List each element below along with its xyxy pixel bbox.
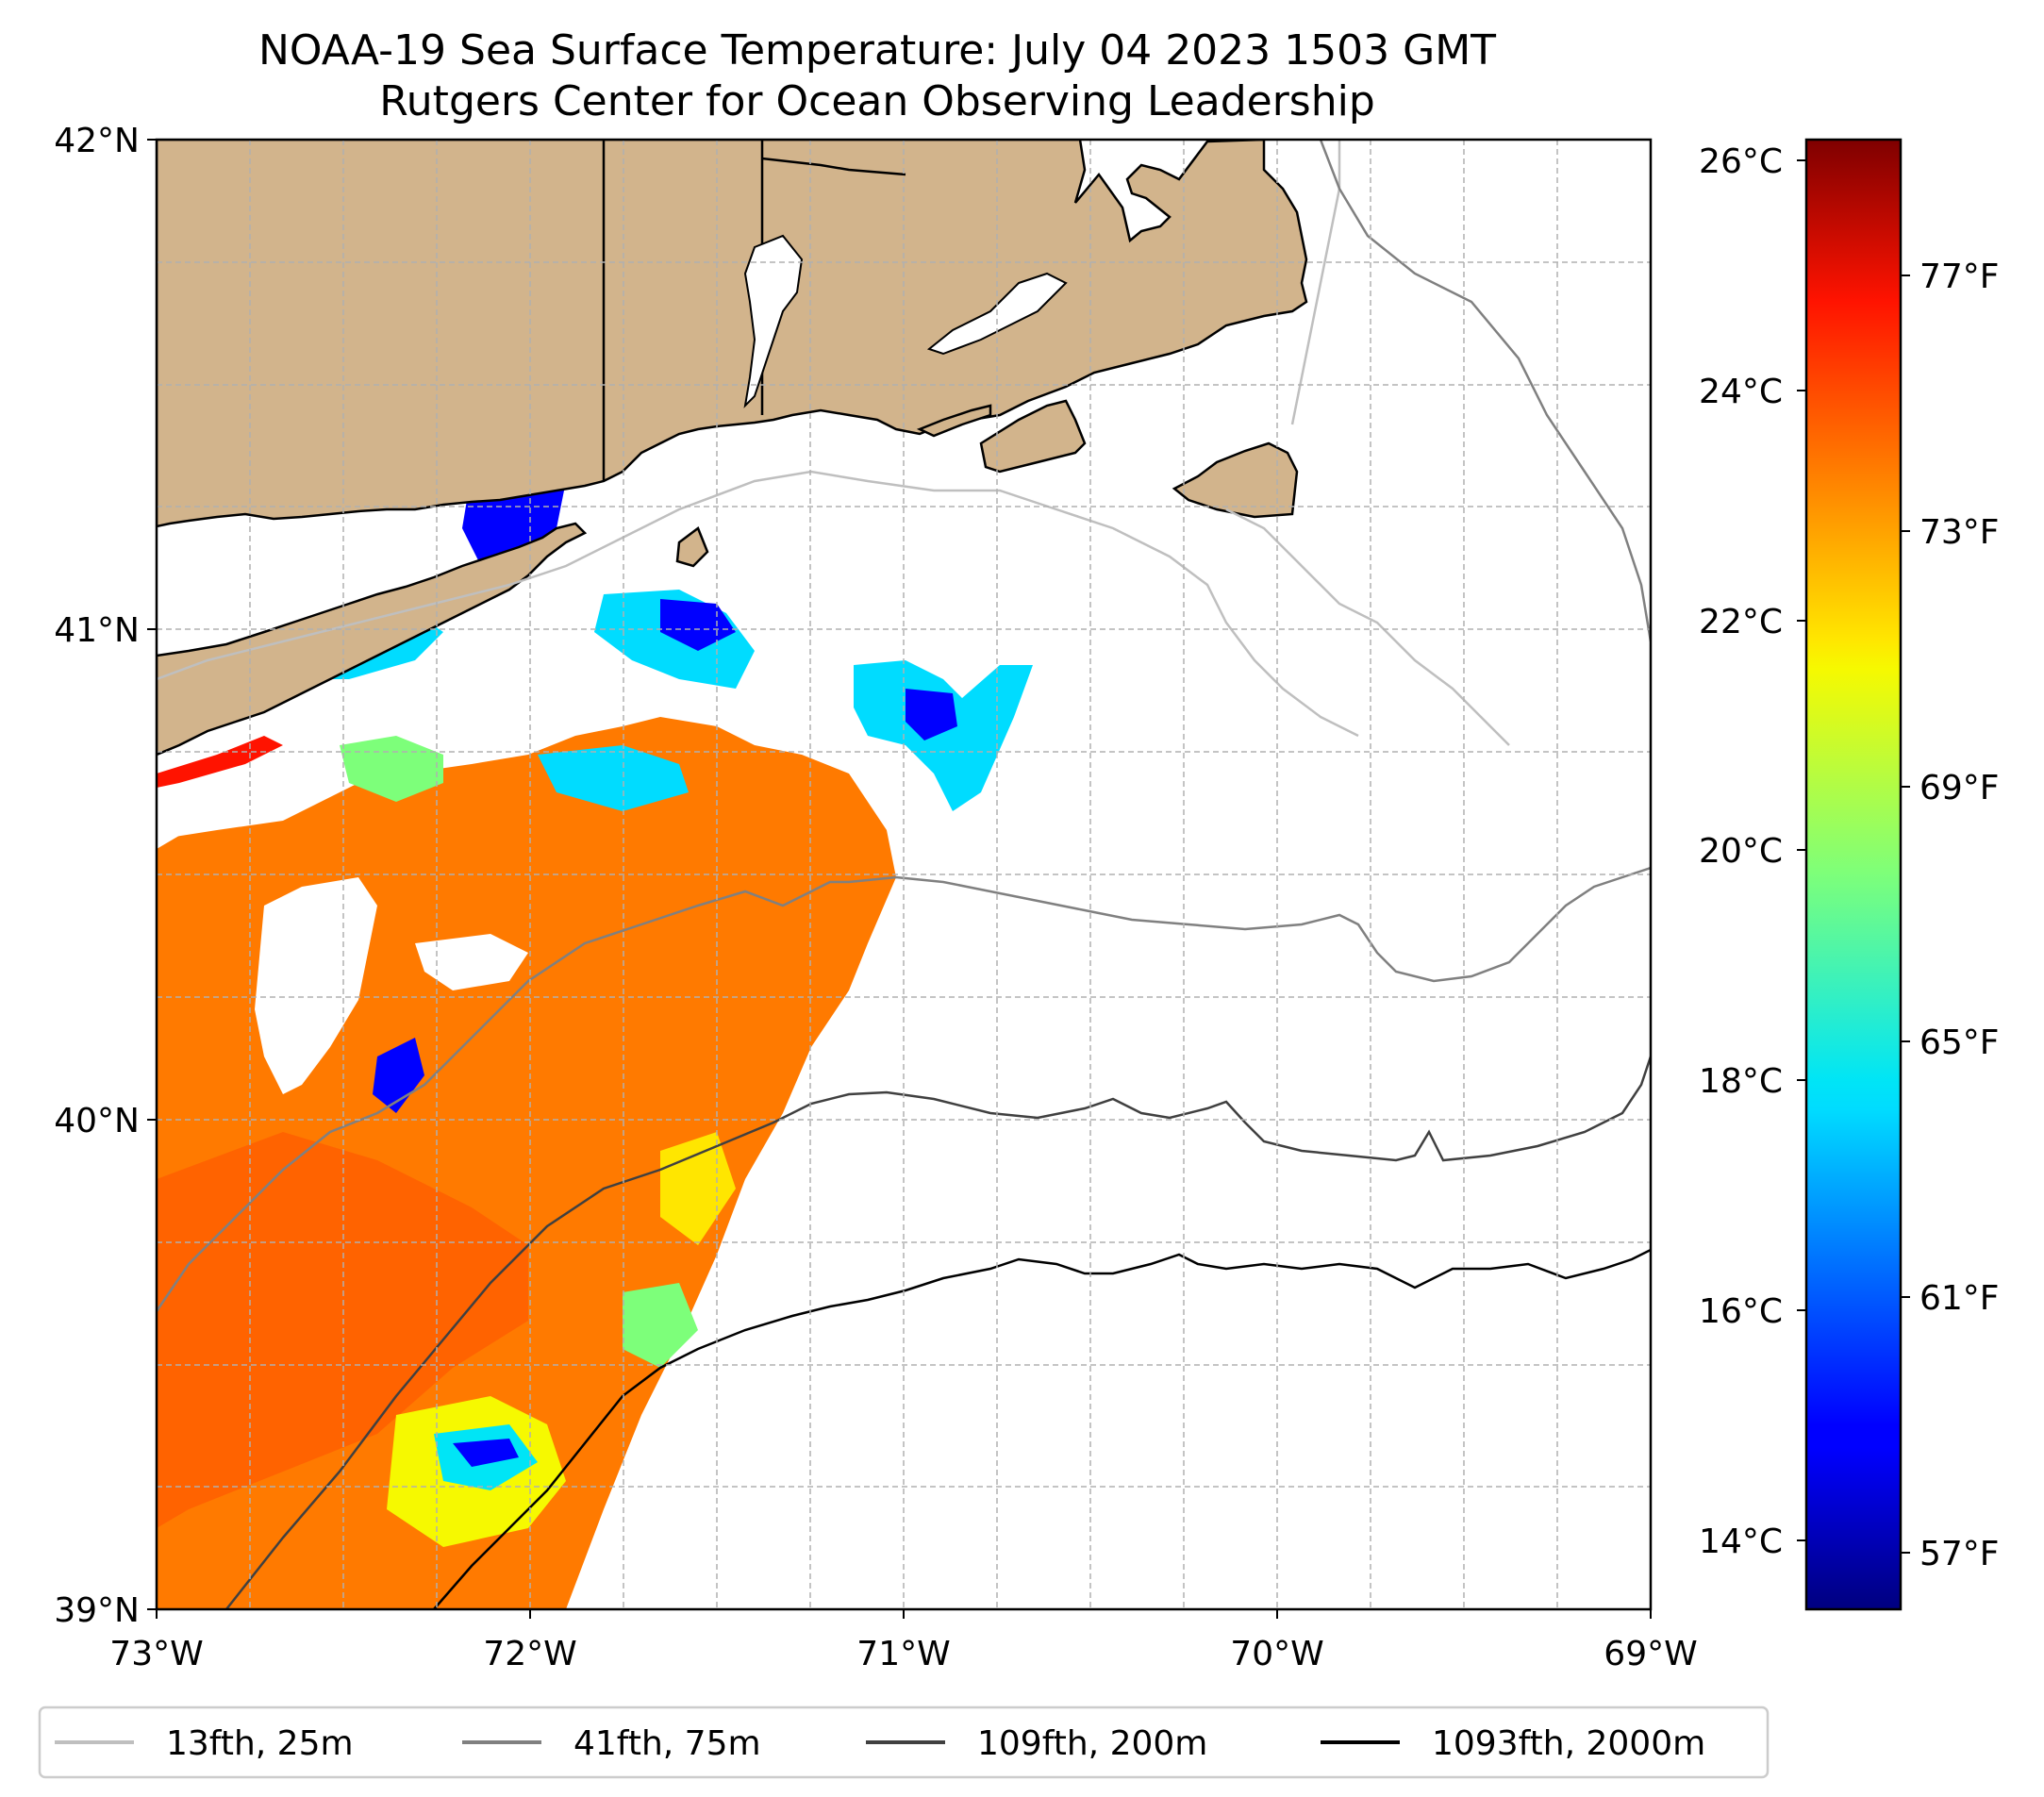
sst-offshore-patch-2 <box>906 689 957 740</box>
colorbar-celsius-label: 22°C <box>1699 603 1783 641</box>
sst-cool-patch-8 <box>623 1283 698 1368</box>
colorbar-celsius-label: 24°C <box>1699 373 1783 411</box>
land-elizabeth-islands <box>916 404 992 438</box>
land-block-island <box>675 526 709 568</box>
colorbar-fahrenheit-label: 77°F <box>1919 258 2000 296</box>
colorbar-fahrenheit-label: 61°F <box>1919 1279 2000 1318</box>
colorbar-fahrenheit-label: 65°F <box>1919 1023 2000 1062</box>
y-tick-label: 42°N <box>54 122 140 160</box>
x-tick-label: 70°W <box>1230 1635 1323 1673</box>
cloud-gap-3 <box>157 783 189 849</box>
sst-cool-patch-3 <box>373 1038 424 1113</box>
x-tick-label: 71°W <box>856 1635 950 1673</box>
title-line-1: NOAA-19 Sea Surface Temperature: July 04… <box>258 26 1496 75</box>
x-tick-label: 69°W <box>1604 1635 1697 1673</box>
cloud-gap-1 <box>255 877 377 1094</box>
land <box>157 140 1308 757</box>
land-nantucket <box>1172 441 1299 519</box>
sst-swath <box>157 462 1033 1609</box>
map-panel <box>157 140 1651 1609</box>
colorbar: 26°C 24°C 22°C 20°C 18°C 16°C 14°C 77°F … <box>1699 138 2000 1611</box>
colorbar-celsius-label: 16°C <box>1699 1292 1783 1331</box>
colorbar-celsius-label: 20°C <box>1699 832 1783 871</box>
sst-cool-patch-6 <box>453 1439 519 1467</box>
land-long-island <box>157 522 588 757</box>
bathymetry-200m <box>225 1056 1651 1609</box>
colorbar-fahrenheit-label: 73°F <box>1919 513 2000 552</box>
colorbar-celsius-label: 26°C <box>1699 142 1783 181</box>
legend-label: 109fth, 200m <box>977 1724 1207 1763</box>
x-tick-label: 73°W <box>109 1635 203 1673</box>
cloud-gap-2 <box>415 934 528 990</box>
sst-offshore-patch-1 <box>854 660 1033 811</box>
state-border-ri-ma <box>761 157 906 176</box>
bathymetry-2000m <box>433 1248 1651 1609</box>
y-tick-label: 39°N <box>54 1591 140 1630</box>
y-tick-label: 41°N <box>54 611 140 650</box>
colorbar-fahrenheit-label: 57°F <box>1919 1535 2000 1573</box>
bathymetry-legend: 13fth, 25m 41fth, 75m 109fth, 200m 1093f… <box>38 1705 1770 1779</box>
sst-orange-band <box>157 1132 528 1528</box>
bathymetry-75m <box>157 140 1651 1312</box>
sst-nearshore-warm <box>157 736 283 788</box>
legend-label: 41fth, 75m <box>573 1724 761 1763</box>
legend-label: 1093fth, 2000m <box>1432 1724 1705 1763</box>
y-tick-label: 40°N <box>54 1102 140 1140</box>
colorbar-celsius-label: 14°C <box>1699 1522 1783 1561</box>
legend-label: 13fth, 25m <box>166 1724 354 1763</box>
colorbar-gradient <box>1804 138 1903 1611</box>
axis-ticks <box>147 139 1652 1619</box>
colorbar-celsius-label: 18°C <box>1699 1062 1783 1101</box>
narragansett-bay <box>743 234 804 408</box>
x-tick-label: 72°W <box>483 1635 576 1673</box>
land-marthas-vineyard <box>979 399 1087 474</box>
colorbar-fahrenheit-label: 69°F <box>1919 769 2000 807</box>
sst-cool-patch-2 <box>538 745 689 811</box>
gridlines <box>157 140 1651 1609</box>
title-line-2: Rutgers Center for Ocean Observing Leade… <box>379 77 1375 125</box>
